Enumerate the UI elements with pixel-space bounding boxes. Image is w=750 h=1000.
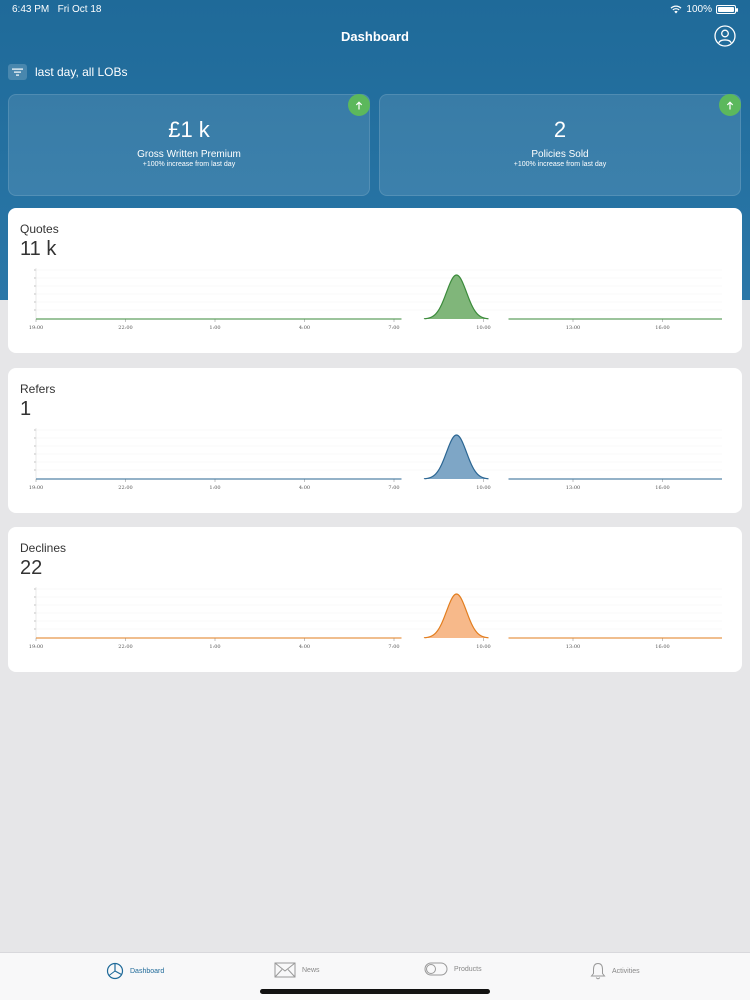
kpi-card-policies-sold[interactable]: 2 Policies Sold +100% increase from last… [379,94,741,196]
chart-card-declines[interactable]: Declines 22 19:00 22:00 1:00 4:00 7:00 10:00 1… [8,527,742,672]
filter-button[interactable]: last day, all LOBs [8,64,127,80]
battery-percent: 100% [686,4,712,15]
status-time: 6:43 PM Fri Oct 18 [12,4,102,15]
chart-title: Refers [20,382,56,396]
kpi-change: +100% increase from last day [513,161,607,168]
toggle-icon [424,962,448,976]
tab-products[interactable]: Products [424,962,482,976]
tab-dashboard[interactable]: Dashboard [106,962,164,980]
series-line-peak [423,434,489,480]
declines-chart: 19:00 22:00 1:00 4:00 7:00 10:00 13:00 16:00 [29,587,722,650]
tab-label: Activities [612,967,640,975]
battery-icon [716,5,738,14]
x-tick-label: 7:00 [388,325,399,331]
chart-value: 1 [20,398,32,420]
arrow-up-icon [355,100,363,109]
kpi-value: £1 k [168,117,210,142]
status-right: 100% [670,4,738,15]
chart-title: Declines [20,541,67,555]
arrow-up-icon [726,100,734,109]
filter-label: last day, all LOBs [35,65,128,79]
x-tick-label: 10:00 [476,485,490,491]
trend-up-badge [719,94,741,116]
kpi-label: Policies Sold [531,149,589,160]
area-peak [424,435,489,479]
series-line-peak [423,593,489,639]
profile-icon[interactable] [714,25,736,47]
x-tick-label: 1:00 [209,644,220,650]
x-tick-label: 7:00 [388,485,399,491]
quotes-chart: 19:00 22:00 1:00 4:00 7:00 10:00 13:00 16:00 [29,268,722,331]
x-tick-label: 13:00 [566,485,580,491]
bell-icon [590,962,606,980]
x-tick-label: 16:00 [655,485,669,491]
x-tick-label: 4:00 [299,644,310,650]
status-bar: 6:43 PM Fri Oct 18 100% [0,0,750,18]
chart-value: 22 [20,557,43,579]
chart-value: 11 k [20,238,57,260]
x-tick-label: 22:00 [118,644,132,650]
chart-title: Quotes [20,222,59,236]
x-tick-label: 10:00 [476,644,490,650]
tab-news[interactable]: News [274,962,320,978]
x-tick-label: 1:00 [209,325,220,331]
x-tick-label: 16:00 [655,325,669,331]
x-tick-label: 19:00 [29,485,43,491]
x-tick-label: 16:00 [655,644,669,650]
x-tick-label: 22:00 [118,325,132,331]
x-tick-label: 19:00 [29,644,43,650]
tab-label: Dashboard [130,967,165,975]
x-tick-label: 4:00 [299,485,310,491]
x-tick-label: 13:00 [566,644,580,650]
tab-activities[interactable]: Activities [590,962,640,980]
kpi-change: +100% increase from last day [142,161,236,168]
x-tick-label: 10:00 [476,325,490,331]
home-indicator [260,989,490,994]
tab-label: News [302,966,320,974]
kpi-value: 2 [553,117,567,142]
x-tick-label: 4:00 [299,325,310,331]
chart-card-refers[interactable]: Refers 1 19:00 22:00 1:00 4:00 7:00 10:00 13:0… [8,368,742,513]
refers-chart: 19:00 22:00 1:00 4:00 7:00 10:00 13:00 16:00 [29,428,722,491]
x-tick-label: 1:00 [209,485,220,491]
chart-card-quotes[interactable]: Quotes 11 k 19:00 22:00 1:00 4:00 7:00 10:00 1… [8,208,742,353]
page-title: Dashboard [341,29,409,44]
x-tick-label: 7:00 [388,644,399,650]
kpi-label: Gross Written Premium [137,149,241,160]
tab-label: Products [454,965,482,973]
envelope-icon [274,962,296,978]
pie-chart-icon [106,962,124,980]
trend-up-badge [348,94,370,116]
area-peak [424,275,489,319]
series-line-peak [423,274,489,320]
x-tick-label: 22:00 [118,485,132,491]
filter-icon [8,64,27,80]
kpi-card-gross-written-premium[interactable]: £1 k Gross Written Premium +100% increas… [8,94,370,196]
x-tick-label: 13:00 [566,325,580,331]
wifi-icon [670,5,682,14]
area-peak [424,594,489,638]
x-tick-label: 19:00 [29,325,43,331]
